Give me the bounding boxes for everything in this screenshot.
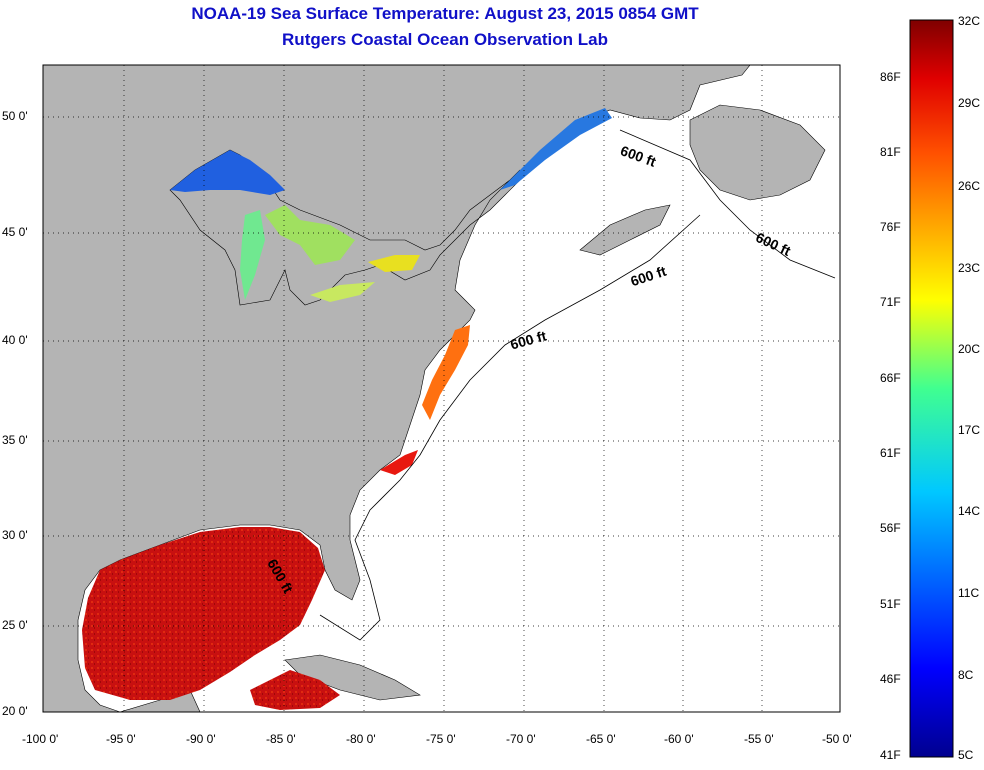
lon-tick-80: -80 0' [346, 732, 376, 746]
map-title: NOAA-19 Sea Surface Temperature: August … [191, 4, 699, 23]
east-coast-sst [422, 325, 470, 420]
lat-tick-50: 50 0' [2, 109, 28, 123]
land-nova-scotia [579, 204, 671, 256]
cb-c-26: 26C [958, 179, 981, 193]
cb-c-23: 23C [958, 261, 981, 275]
lon-tick-75: -75 0' [426, 732, 456, 746]
lon-tick-60: -60 0' [664, 732, 694, 746]
st-lawrence-sst [500, 108, 612, 190]
lon-tick-100: -100 0' [22, 732, 59, 746]
cb-f-71: 71F [880, 295, 901, 309]
cb-c-5: 5C [958, 748, 974, 762]
cb-c-20: 20C [958, 342, 981, 356]
gulf-sst [82, 527, 325, 700]
cb-c-14: 14C [958, 504, 981, 518]
cb-f-46: 46F [880, 672, 901, 686]
lon-tick-90: -90 0' [186, 732, 216, 746]
lat-tick-20: 20 0' [2, 704, 28, 718]
lon-tick-95: -95 0' [106, 732, 136, 746]
great-lakes-sst [170, 150, 420, 302]
lon-tick-65: -65 0' [586, 732, 616, 746]
cb-f-51: 51F [880, 597, 901, 611]
cb-c-17: 17C [958, 423, 981, 437]
cb-c-8: 8C [958, 668, 974, 682]
cb-f-66: 66F [880, 371, 901, 385]
land-newfoundland [689, 104, 826, 201]
cb-f-56: 56F [880, 521, 901, 535]
colorbar [909, 19, 954, 758]
lon-tick-50: -50 0' [822, 732, 852, 746]
lat-tick-35: 35 0' [2, 433, 28, 447]
isobath-contour [319, 129, 836, 641]
caribbean-sst [250, 670, 340, 710]
cb-f-41: 41F [880, 748, 901, 762]
cb-c-32: 32C [958, 14, 981, 28]
lon-tick-55: -55 0' [744, 732, 774, 746]
cb-f-61: 61F [880, 446, 901, 460]
cb-f-81: 81F [880, 145, 901, 159]
map-frame [42, 64, 841, 713]
lat-tick-45: 45 0' [2, 225, 28, 239]
lon-tick-70: -70 0' [506, 732, 536, 746]
land-north-america [42, 64, 751, 713]
lon-tick-85: -85 0' [266, 732, 296, 746]
cb-c-29: 29C [958, 96, 981, 110]
lat-tick-40: 40 0' [2, 333, 28, 347]
lat-tick-25: 25 0' [2, 618, 28, 632]
cb-c-11: 11C [958, 586, 980, 600]
cb-f-86: 86F [880, 70, 901, 84]
map-subtitle: Rutgers Coastal Ocean Observation Lab [282, 30, 608, 49]
lat-tick-30: 30 0' [2, 528, 28, 542]
cb-f-76: 76F [880, 220, 901, 234]
carolina-sst [380, 450, 418, 475]
